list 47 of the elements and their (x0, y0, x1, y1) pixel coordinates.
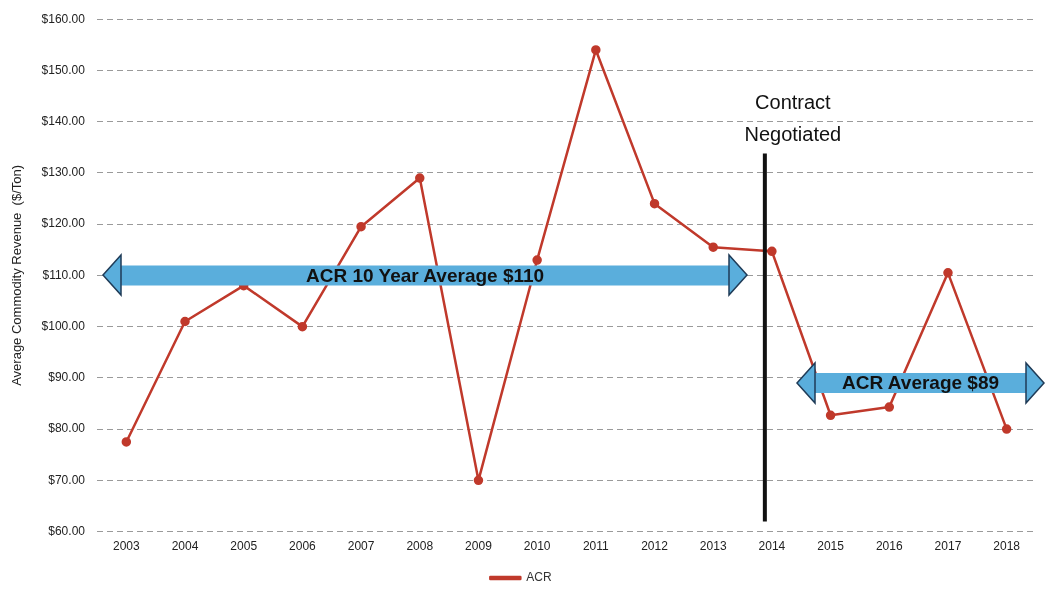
x-tick-label: 2009 (465, 539, 493, 554)
x-tick-label: 2012 (641, 539, 669, 554)
x-tick-label: 2013 (699, 539, 727, 554)
point (943, 268, 953, 278)
y-tick-label: $110.00 (42, 267, 86, 282)
point (649, 198, 660, 209)
x-tick-label: 2005 (230, 539, 258, 554)
x-tick-label: 2004 (171, 539, 199, 554)
x-tick-label: 2018 (993, 539, 1021, 554)
ref-line-label: ACR 10 Year Average $110 (306, 264, 545, 286)
ref-line-label: ACR Average $89 (842, 372, 1000, 394)
point (591, 45, 601, 55)
x-tick-label: 2003 (112, 539, 140, 554)
point (180, 316, 190, 327)
x-tick-label: 2016 (875, 539, 903, 554)
point (532, 255, 542, 265)
point (297, 321, 308, 332)
point (356, 221, 366, 232)
x-tick-label: 2014 (758, 539, 786, 554)
ref-line-label: Contract Negotiated (744, 90, 842, 145)
point (121, 437, 132, 447)
y-tick-label: $100.00 (41, 318, 86, 333)
y-tick-label: $130.00 (41, 165, 86, 180)
legend-label: ACR (526, 570, 552, 585)
x-tick-label: 2011 (582, 539, 610, 554)
point (767, 246, 777, 257)
y-tick-label: $80.00 (48, 421, 86, 436)
point (415, 173, 425, 183)
point (1001, 424, 1012, 434)
y-axis-title: Average Commodity Revenue ($/Ton) (9, 164, 25, 386)
x-tick-label: 2017 (934, 539, 962, 554)
y-tick-label: $160.00 (41, 11, 86, 26)
y-tick-label: $150.00 (41, 62, 86, 77)
point (473, 475, 484, 486)
y-tick-label: $140.00 (41, 113, 86, 128)
x-tick-label: 2010 (523, 539, 551, 554)
point (825, 410, 836, 421)
y-tick-label: $90.00 (48, 370, 86, 385)
x-tick-label: 2015 (817, 539, 845, 554)
point (708, 242, 718, 252)
y-tick-label: $120.00 (41, 216, 86, 231)
x-tick-label: 2007 (347, 539, 375, 554)
point (884, 402, 895, 412)
y-tick-label: $60.00 (48, 523, 86, 538)
y-tick-label: $70.00 (48, 472, 86, 487)
x-tick-label: 2008 (406, 539, 434, 554)
x-tick-label: 2006 (289, 539, 317, 554)
